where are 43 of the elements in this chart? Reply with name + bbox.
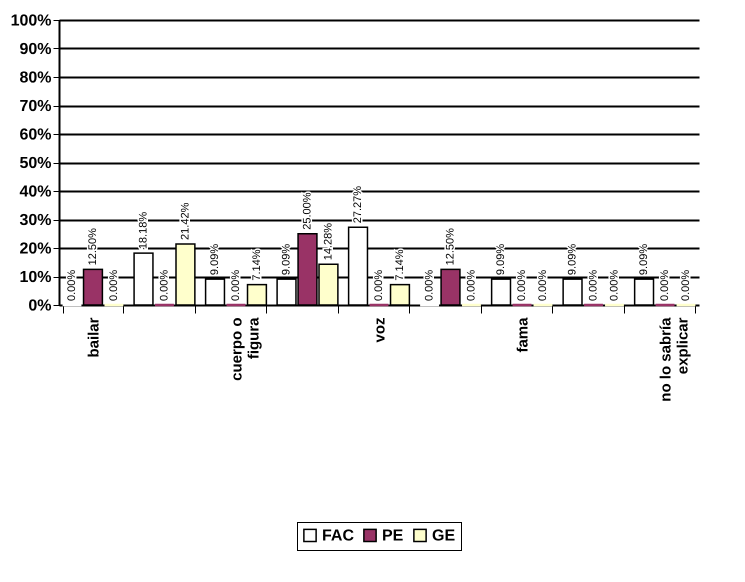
data-label: 0.00% xyxy=(680,270,692,301)
data-label: 9.09% xyxy=(209,244,222,276)
data-label: 0.00% xyxy=(230,270,242,301)
data-label: 9.09% xyxy=(638,244,650,276)
y-tick-label: 70% xyxy=(19,98,52,115)
data-label: 0.00% xyxy=(108,270,120,301)
data-label: 0.00% xyxy=(465,270,478,301)
data-label: 27.27% xyxy=(352,186,364,224)
x-tick-label: voz xyxy=(372,318,388,343)
y-tick-label: 40% xyxy=(19,184,52,200)
y-tick-label: 100% xyxy=(10,12,52,30)
data-label: 9.09% xyxy=(495,244,508,276)
x-tick-label: cuerpo o figura xyxy=(228,316,262,381)
data-label: 9.09% xyxy=(280,244,293,276)
y-tick-label: 50% xyxy=(19,155,52,172)
data-label: 12.50% xyxy=(444,228,457,266)
y-tick-label: 80% xyxy=(19,70,52,86)
legend-label: PE xyxy=(382,527,404,544)
x-tick-label: bailar xyxy=(85,317,102,358)
x-tick-label: fama xyxy=(514,316,532,353)
data-label: 0.00% xyxy=(608,270,620,301)
x-tick-label: no lo sabría explicar xyxy=(658,316,692,402)
data-label: 0.00% xyxy=(158,270,170,301)
data-label: 0.00% xyxy=(588,270,600,301)
data-label: 0.00% xyxy=(373,270,385,301)
legend-label: FAC xyxy=(322,527,354,544)
y-tick-label: 20% xyxy=(19,240,52,258)
y-tick-label: 0% xyxy=(28,298,52,314)
data-label: 14.28% xyxy=(322,222,334,260)
data-label: 0.00% xyxy=(659,270,672,301)
data-label: 0.00% xyxy=(516,270,528,301)
data-label: 9.09% xyxy=(566,244,579,276)
data-label: 25.00% xyxy=(301,192,314,230)
data-label: 0.00% xyxy=(424,270,436,301)
data-label: 0.00% xyxy=(66,270,78,301)
data-label: 12.50% xyxy=(86,228,99,266)
data-label: 18.18% xyxy=(138,212,150,250)
legend-label: GE xyxy=(432,527,456,544)
data-label: 0.00% xyxy=(536,270,549,301)
y-tick-label: 90% xyxy=(19,41,52,58)
y-tick-label: 30% xyxy=(19,212,52,229)
y-tick-label: 10% xyxy=(19,269,52,286)
y-tick-label: 60% xyxy=(19,126,52,144)
